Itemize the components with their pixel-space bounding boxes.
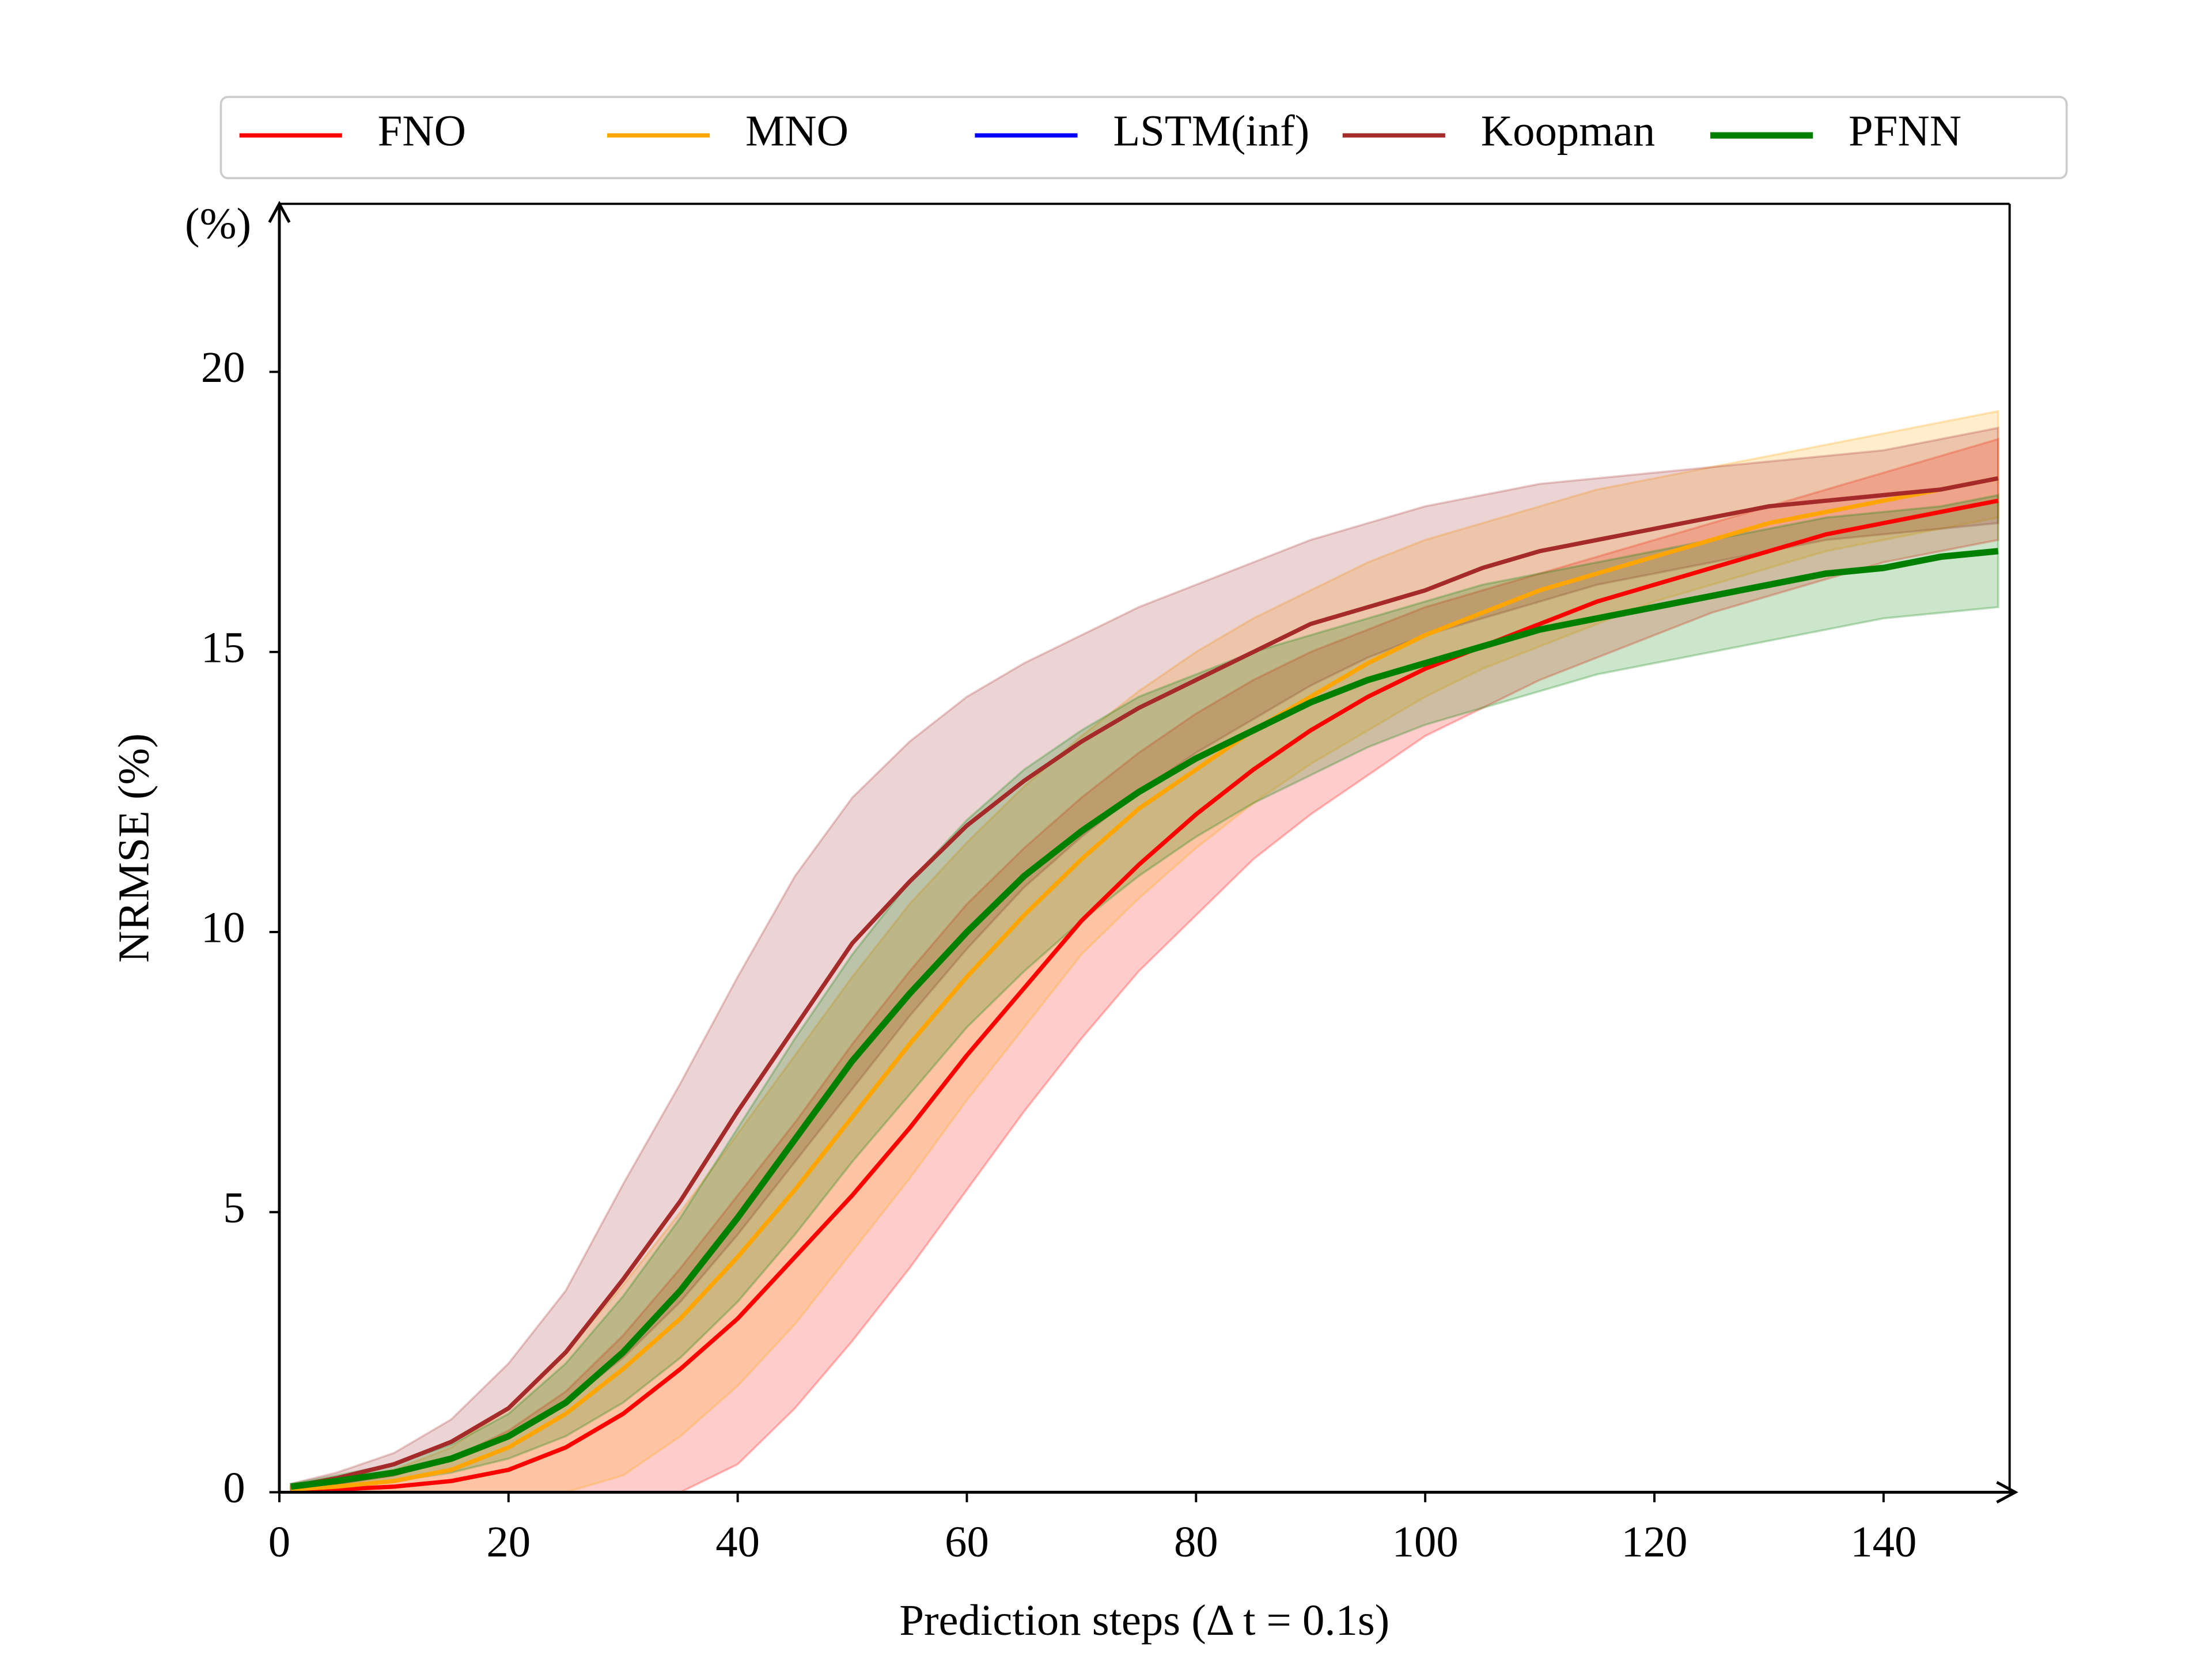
legend-box: [219, 96, 2068, 180]
legend-label: Koopman: [1481, 107, 1655, 156]
y-unit-annotation: (%): [185, 199, 251, 248]
legend-label: PFNN: [1849, 107, 1961, 156]
x-tick-label: 100: [1392, 1517, 1459, 1566]
error-band: [289, 410, 1999, 1494]
error-band: [289, 437, 1999, 1494]
x-tick-label: 140: [1850, 1517, 1916, 1566]
y-axis-label: NRMSE (%): [109, 733, 158, 963]
y-tick-label: 20: [201, 343, 245, 392]
series-line: [290, 476, 1999, 1489]
y-tick-label: 0: [223, 1463, 245, 1512]
y-tick-label: 10: [201, 903, 245, 952]
legend-label: LSTM(inf): [1113, 107, 1309, 156]
x-tick-label: 120: [1621, 1517, 1687, 1566]
error-band: [289, 426, 1999, 1491]
x-tick-label: 60: [945, 1517, 989, 1566]
series-line: [290, 498, 1999, 1492]
x-tick-label: 80: [1174, 1517, 1218, 1566]
x-axis-label: Prediction steps (Δ t = 0.1s): [899, 1596, 1389, 1645]
x-tick-label: 0: [268, 1517, 290, 1566]
legend-label: FNO: [378, 107, 466, 156]
series-line: [290, 476, 1999, 1492]
x-tick-label: 40: [715, 1517, 760, 1566]
legend-label: MNO: [745, 107, 849, 156]
y-tick-label: 15: [201, 623, 245, 672]
x-tick-label: 20: [486, 1517, 531, 1566]
y-tick-label: 5: [223, 1183, 245, 1232]
y-axis-arrow: [268, 200, 291, 224]
x-axis-arrow: [1996, 1481, 2018, 1504]
series-line: [290, 548, 1999, 1490]
